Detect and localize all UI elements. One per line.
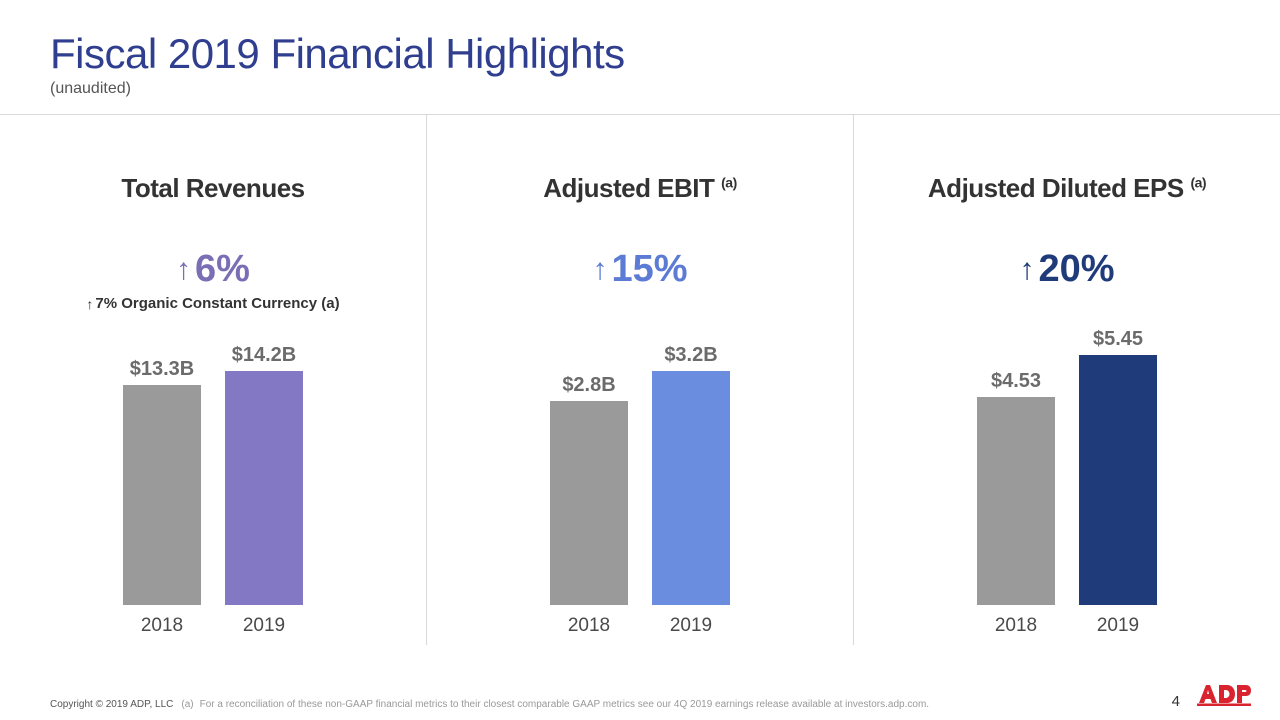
bar-2018: $13.3B [123,358,201,605]
x-axis-labels: 2018 2019 [427,615,853,637]
bar-2019: $5.45 [1079,328,1157,605]
bar-chart: $4.53 $5.45 [854,335,1280,605]
page-number: 4 [1172,693,1180,710]
bar [1079,355,1157,605]
arrow-up-icon: ↑ [86,296,93,312]
bar-2019: $3.2B [652,344,730,605]
footnote-text: For a reconciliation of these non-GAAP f… [200,699,1230,710]
panel-adjusted-ebit: Adjusted EBIT (a) ↑15% $2.8B $3.2B 2018 … [427,115,853,645]
panel-title: Total Revenues [121,173,304,204]
panel-title: Adjusted Diluted EPS (a) [928,173,1206,204]
x-axis-labels: 2018 2019 [0,615,426,637]
bar-chart: $13.3B $14.2B [0,335,426,605]
panel-total-revenues: Total Revenues ↑6% ↑7% Organic Constant … [0,115,426,645]
slide-header: Fiscal 2019 Financial Highlights (unaudi… [0,0,1280,114]
x-axis-labels: 2018 2019 [854,615,1280,637]
copyright-text: Copyright © 2019 ADP, LLC [50,699,173,710]
footnote-marker: (a) [181,699,193,710]
arrow-up-icon: ↑ [176,253,191,287]
slide-subtitle: (unaudited) [50,80,1230,98]
adp-logo-icon [1196,681,1252,714]
panel-adjusted-eps: Adjusted Diluted EPS (a) ↑20% $4.53 $5.4… [854,115,1280,645]
panels-row: Total Revenues ↑6% ↑7% Organic Constant … [0,115,1280,645]
bar-2018: $2.8B [550,374,628,605]
growth-value: ↑20% [1019,248,1114,291]
arrow-up-icon: ↑ [1019,253,1034,287]
footer: Copyright © 2019 ADP, LLC (a) For a reco… [50,699,1230,710]
bar [123,385,201,605]
bar-chart: $2.8B $3.2B [427,335,853,605]
bar [977,397,1055,605]
bar-2019: $14.2B [225,344,303,605]
bar [550,401,628,605]
growth-subnote: ↑7% Organic Constant Currency (a) [86,295,339,312]
bar-2018: $4.53 [977,370,1055,605]
bar [652,371,730,605]
growth-value: ↑15% [592,248,687,291]
growth-value: ↑6% [176,248,250,291]
panel-title: Adjusted EBIT (a) [543,173,737,204]
slide-title: Fiscal 2019 Financial Highlights [50,30,1230,78]
bar [225,371,303,605]
arrow-up-icon: ↑ [592,253,607,287]
